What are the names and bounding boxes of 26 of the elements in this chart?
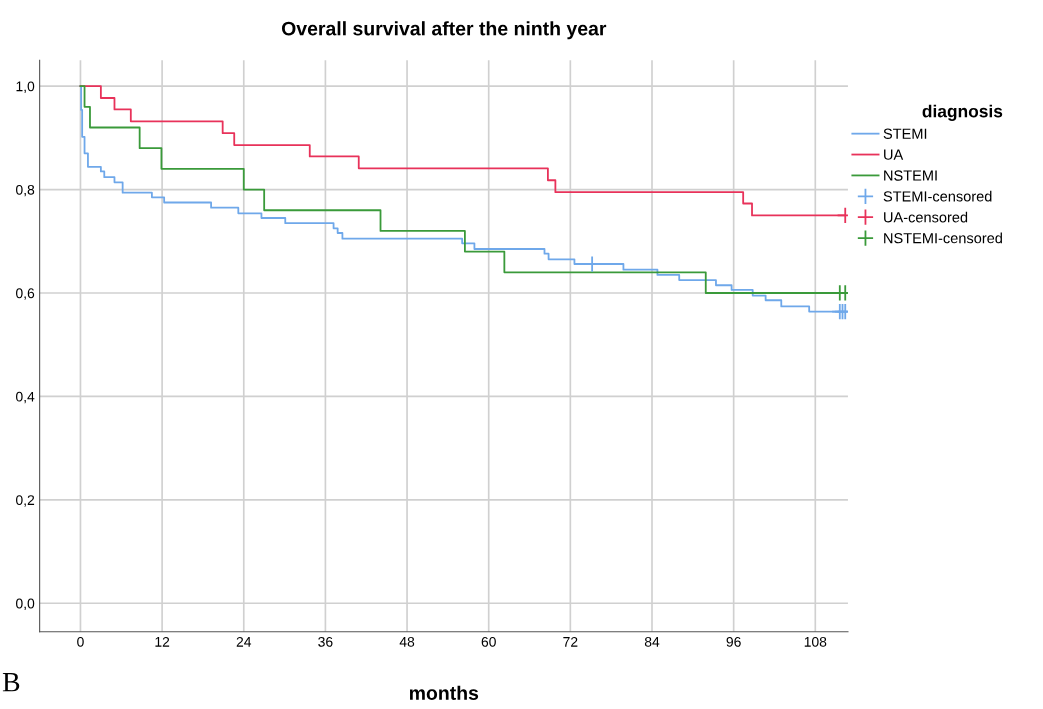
y-tick-label: 0,0 — [16, 598, 35, 611]
y-tick-label: 1,0 — [16, 81, 35, 93]
legend-title: diagnosis — [922, 104, 1003, 121]
x-tick-label: 36 — [318, 636, 333, 647]
x-tick-label: 96 — [726, 636, 741, 647]
legend-label: STEMI — [883, 128, 927, 139]
legend-label: UA — [884, 149, 904, 160]
legend-label: NSTEMI — [884, 170, 937, 181]
x-tick-label: 0 — [77, 636, 84, 647]
x-tick-label: 24 — [236, 636, 252, 647]
legend-label: NSTEMI-censored — [884, 232, 1002, 244]
x-tick-label: 84 — [644, 636, 660, 647]
y-tick-label: 0,6 — [16, 288, 35, 300]
legend-label: STEMI-censored — [883, 190, 992, 202]
x-tick-label: 60 — [481, 636, 496, 647]
text: B — [2, 673, 20, 692]
legend-label: UA-censored — [884, 211, 968, 223]
chart-title: Overall survival after the ninth year — [281, 21, 607, 40]
x-axis-title: months — [409, 685, 479, 700]
x-tick-label: 72 — [563, 636, 578, 647]
y-tick-label: 0,2 — [16, 495, 35, 507]
y-tick-label: 0,4 — [16, 391, 35, 404]
y-tick-label: 0,8 — [16, 184, 35, 197]
x-tick-label: 108 — [804, 636, 827, 647]
x-tick-label: 48 — [399, 636, 415, 647]
x-tick-label: 12 — [155, 636, 170, 647]
